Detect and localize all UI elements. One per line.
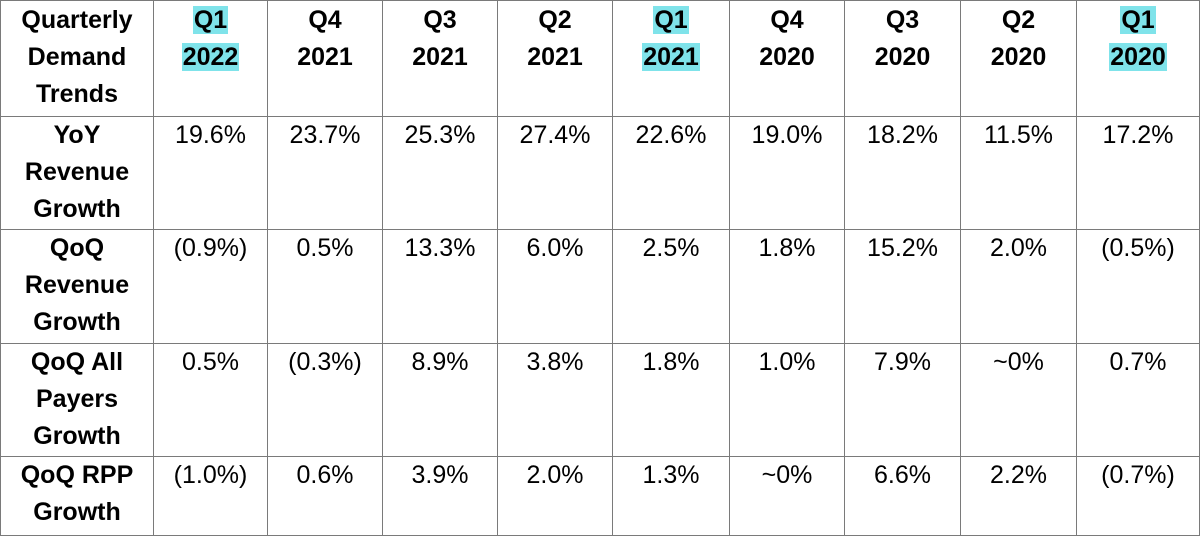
table-cell: 15.2% xyxy=(844,229,961,344)
year-label: 2020 xyxy=(1109,43,1167,71)
table-cell: (1.0%) xyxy=(153,455,268,537)
quarter-label: Q3 xyxy=(423,6,457,34)
corner-line: Demand xyxy=(27,43,127,71)
row-label-line: QoQ xyxy=(49,234,105,263)
table-cell: 18.2% xyxy=(844,116,961,231)
table-cell: 0.6% xyxy=(267,455,383,537)
table-cell: 7.9% xyxy=(844,342,961,457)
table-cell: (0.9%) xyxy=(153,229,268,344)
table-cell: 1.8% xyxy=(729,229,845,344)
row-header: QoQ RPP Growth xyxy=(0,455,154,537)
row-label-line: QoQ RPP xyxy=(20,460,134,489)
table-cell: 2.0% xyxy=(497,455,613,537)
year-label: 2022 xyxy=(181,43,240,71)
table-cell: (0.5%) xyxy=(1076,229,1200,344)
table-cell: 2.0% xyxy=(960,229,1077,344)
table-cell: 19.0% xyxy=(729,116,845,231)
year-label: 2021 xyxy=(527,43,583,71)
table-cell: 17.2% xyxy=(1076,116,1200,231)
column-header: Q2 2020 xyxy=(960,0,1077,118)
row-label-line: Revenue xyxy=(24,158,130,187)
year-label: 2020 xyxy=(874,43,931,71)
row-header: YoY Revenue Growth xyxy=(0,116,154,231)
table-cell: 0.5% xyxy=(153,342,268,457)
row-header: QoQ All Payers Growth xyxy=(0,342,154,457)
table-cell: 1.8% xyxy=(612,342,730,457)
row-label-line: Payers xyxy=(35,384,119,413)
row-label-line: YoY xyxy=(53,121,101,150)
year-label: 2021 xyxy=(297,43,353,71)
column-header: Q3 2020 xyxy=(844,0,961,118)
column-header: Q4 2021 xyxy=(267,0,383,118)
table-cell: 1.0% xyxy=(729,342,845,457)
row-label-line: Growth xyxy=(33,421,121,450)
year-label: 2020 xyxy=(759,43,815,71)
header-row: Quarterly Demand Trends Q1 2022 Q4 2021 … xyxy=(0,0,1200,118)
table-cell: (0.3%) xyxy=(267,342,383,457)
quarter-label: Q2 xyxy=(1001,6,1036,34)
row-label-line: Revenue xyxy=(24,271,130,300)
table-cell: 6.0% xyxy=(497,229,613,344)
table-cell: 13.3% xyxy=(382,229,498,344)
quarter-label: Q1 xyxy=(192,6,229,34)
quarter-label: Q4 xyxy=(770,6,804,34)
quarter-label: Q1 xyxy=(1120,6,1156,34)
table-cell: ~0% xyxy=(729,455,845,537)
quarter-label: Q1 xyxy=(653,6,689,34)
table-cell: 22.6% xyxy=(612,116,730,231)
column-header: Q1 2021 xyxy=(612,0,730,118)
quarter-label: Q4 xyxy=(308,6,342,34)
column-header: Q2 2021 xyxy=(497,0,613,118)
table-cell: 25.3% xyxy=(382,116,498,231)
table-cell: 1.3% xyxy=(612,455,730,537)
row-label-line: Growth xyxy=(33,308,121,337)
table-row: YoY Revenue Growth 19.6% 23.7% 25.3% 27.… xyxy=(0,116,1200,231)
column-header: Q1 2020 xyxy=(1076,0,1200,118)
row-label-line: QoQ All xyxy=(30,347,124,376)
row-label-line: Growth xyxy=(33,195,121,224)
table-cell: 6.6% xyxy=(844,455,961,537)
corner-line: Trends xyxy=(36,80,118,108)
table-cell: 27.4% xyxy=(497,116,613,231)
table-cell: 2.5% xyxy=(612,229,730,344)
table-row: QoQ All Payers Growth 0.5% (0.3%) 8.9% 3… xyxy=(0,342,1200,457)
corner-header: Quarterly Demand Trends xyxy=(0,0,154,118)
table-cell: (0.7%) xyxy=(1076,455,1200,537)
table-cell: 8.9% xyxy=(382,342,498,457)
table-row: QoQ RPP Growth (1.0%) 0.6% 3.9% 2.0% 1.3… xyxy=(0,455,1200,537)
year-label: 2020 xyxy=(990,43,1047,71)
row-header: QoQ Revenue Growth xyxy=(0,229,154,344)
table-cell: 11.5% xyxy=(960,116,1077,231)
table-cell: ~0% xyxy=(960,342,1077,457)
table-cell: 3.8% xyxy=(497,342,613,457)
row-label-line: Growth xyxy=(33,497,121,526)
table-cell: 0.7% xyxy=(1076,342,1200,457)
table-cell: 2.2% xyxy=(960,455,1077,537)
year-label: 2021 xyxy=(642,43,700,71)
column-header: Q3 2021 xyxy=(382,0,498,118)
corner-line: Quarterly xyxy=(21,6,133,34)
table-cell: 0.5% xyxy=(267,229,383,344)
table-cell: 3.9% xyxy=(382,455,498,537)
year-label: 2021 xyxy=(412,43,468,71)
quarter-label: Q3 xyxy=(885,6,920,34)
column-header: Q4 2020 xyxy=(729,0,845,118)
table-row: QoQ Revenue Growth (0.9%) 0.5% 13.3% 6.0… xyxy=(0,229,1200,344)
column-header: Q1 2022 xyxy=(153,0,268,118)
quarter-label: Q2 xyxy=(538,6,572,34)
table-cell: 19.6% xyxy=(153,116,268,231)
table-cell: 23.7% xyxy=(267,116,383,231)
